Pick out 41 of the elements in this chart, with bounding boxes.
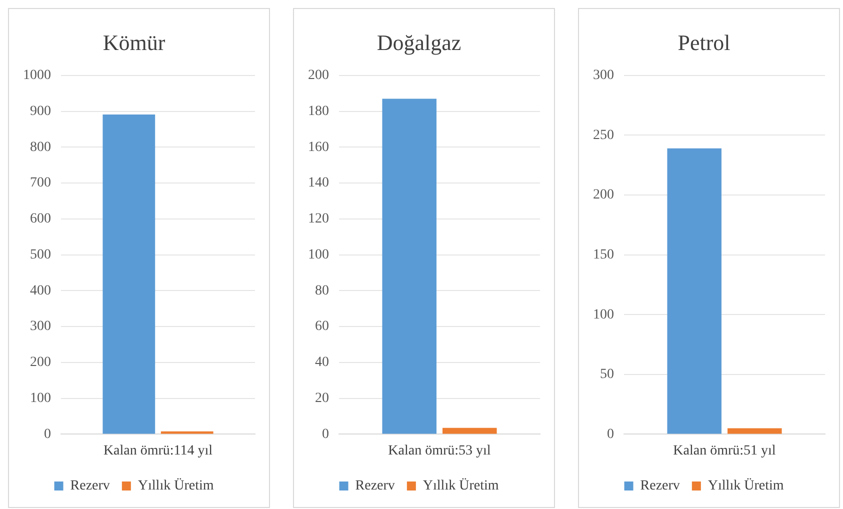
y-tick-label: 150 xyxy=(593,247,614,262)
legend-label: Rezerv xyxy=(640,478,680,494)
y-tick-label: 400 xyxy=(30,283,51,298)
y-tick-label: 0 xyxy=(607,426,614,442)
y-tick-label: 160 xyxy=(308,140,329,155)
legend-label: Yıllık Üretim xyxy=(422,478,499,494)
y-tick-label: 200 xyxy=(308,68,329,84)
y-tick-label: 300 xyxy=(30,319,51,334)
y-tick-label: 100 xyxy=(593,307,614,322)
chart-title: Kömür xyxy=(102,30,166,55)
y-tick-label: 700 xyxy=(30,176,51,191)
chart-title: Doğalgaz xyxy=(376,30,462,55)
y-tick-label: 600 xyxy=(30,212,51,227)
y-tick-label: 50 xyxy=(600,367,614,382)
legend-label: Yıllık Üretim xyxy=(138,478,214,494)
y-tick-label: 1000 xyxy=(23,68,51,84)
y-tick-label: 140 xyxy=(308,176,329,191)
x-tick-label: Kalan ömrü:53 yıl xyxy=(388,443,491,458)
y-tick-label: 40 xyxy=(315,355,329,370)
legend-label: Rezerv xyxy=(355,478,395,494)
y-tick-label: 500 xyxy=(30,247,51,262)
y-tick-label: 900 xyxy=(30,104,51,119)
y-tick-label: 20 xyxy=(315,390,329,406)
y-tick-label: 0 xyxy=(44,426,51,442)
x-tick-label: Kalan ömrü:114 yıl xyxy=(103,443,213,458)
y-tick-label: 120 xyxy=(308,212,329,227)
y-tick-label: 100 xyxy=(30,390,51,406)
y-tick-label: 250 xyxy=(593,128,614,143)
legend-label: Yıllık Üretim xyxy=(708,478,784,494)
y-tick-label: 100 xyxy=(308,247,329,262)
y-tick-label: 200 xyxy=(30,355,51,370)
x-tick-label: Kalan ömrü:51 yıl xyxy=(673,443,776,458)
y-tick-label: 80 xyxy=(315,283,329,298)
y-tick-label: 60 xyxy=(315,319,329,334)
legend-label: Rezerv xyxy=(70,478,110,494)
y-tick-label: 800 xyxy=(30,140,51,155)
chart-title: Petrol xyxy=(678,30,730,55)
y-tick-label: 200 xyxy=(593,188,614,203)
y-tick-label: 180 xyxy=(308,104,329,119)
y-tick-label: 300 xyxy=(593,68,614,84)
y-tick-label: 0 xyxy=(322,426,329,442)
